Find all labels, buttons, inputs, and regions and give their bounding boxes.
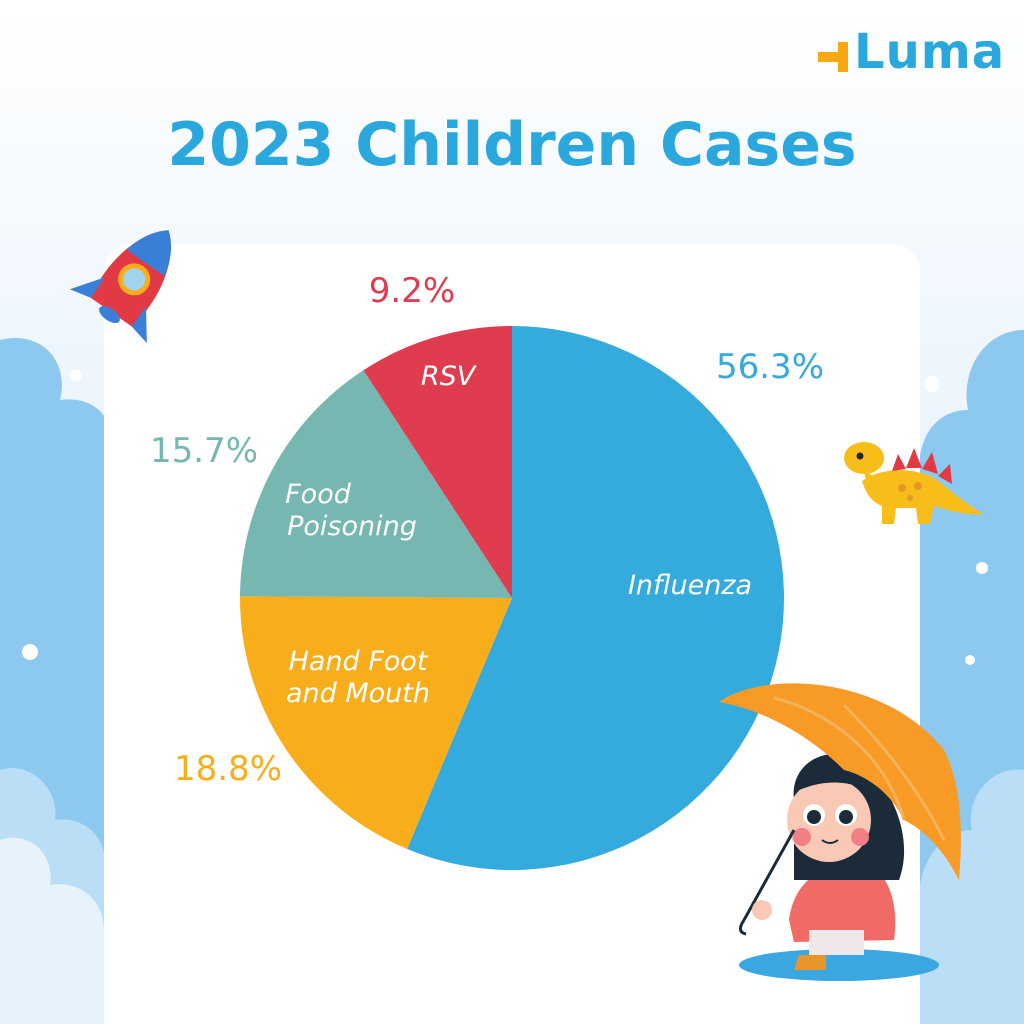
page-title: 2023 Children Cases (167, 110, 857, 180)
rocket-icon (69, 230, 172, 344)
percent-label: 9.2% (369, 271, 455, 311)
percent-label: 56.3% (716, 347, 824, 387)
girl-with-umbrella-icon (719, 683, 961, 981)
slice-name-label: RSV (421, 361, 478, 392)
percent-label: 15.7% (150, 431, 258, 471)
pie-slice-rsv (363, 326, 512, 598)
logo-text: Luma (854, 24, 1006, 80)
sparkle-dots (22, 369, 988, 665)
pie-slice-hand-foot-and-mouth (240, 596, 513, 849)
pie-slice-influenza (407, 326, 784, 870)
pie-slice-food-poisoning (240, 370, 512, 598)
slice-name-label: Influenza (628, 570, 752, 601)
luma-logo: Luma (818, 22, 1008, 82)
cloud-icon (0, 837, 104, 1024)
dinosaur-icon (844, 442, 984, 524)
plus-icon (818, 42, 848, 72)
slice-name-label: Food Poisoning (285, 479, 417, 542)
slice-name-label: Hand Foot and Mouth (286, 646, 430, 709)
cloud-icon (920, 769, 1024, 1024)
percent-label: 18.8% (174, 749, 282, 789)
